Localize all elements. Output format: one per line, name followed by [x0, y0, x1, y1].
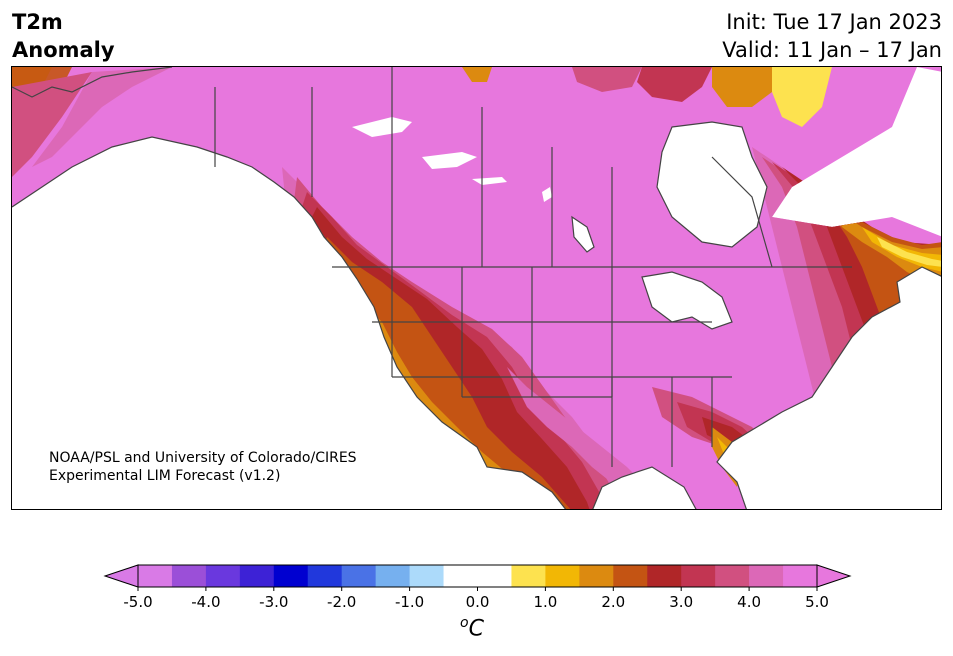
- colorbar-cell: [613, 565, 648, 587]
- colorbar: -5.0 -4.0 -3.0 -2.0 -1.0 0.0 1.0 2.0 3.0 4.0 5.0: [103, 564, 852, 611]
- colorbar-tick-label: -5.0: [123, 593, 152, 611]
- pacific-coast-north: [12, 136, 358, 280]
- alaska-north-coast: [12, 67, 173, 98]
- gulf-coast: [592, 466, 697, 509]
- title-block: T2m Anomaly: [12, 8, 115, 64]
- colorbar-tick-label: 5.0: [805, 593, 829, 611]
- colorbar-cell: [477, 565, 512, 587]
- map-panel: [11, 66, 942, 510]
- unit-degree: o: [460, 615, 469, 631]
- anomaly-fill: [12, 67, 941, 509]
- init-date: Init: Tue 17 Jan 2023: [726, 10, 942, 34]
- colorbar-tick-label: -2.0: [327, 593, 356, 611]
- colorbar-cell: [409, 565, 445, 587]
- credit-line-2: Experimental LIM Forecast (v1.2): [49, 468, 281, 484]
- hudson-bay-coast: [656, 121, 768, 248]
- great-bear-lake: [352, 117, 412, 137]
- colorbar-cell: [545, 565, 580, 587]
- colorbar-tick-label: -4.0: [191, 593, 220, 611]
- colorbar-cell: [239, 565, 275, 587]
- ocean-and-lakes: [352, 117, 767, 329]
- anomaly-map: [12, 67, 941, 509]
- colorbar-cell: [443, 565, 478, 587]
- colorbar-tick-label: 0.0: [466, 593, 490, 611]
- colorbar-tick-label: 2.0: [601, 593, 625, 611]
- credit-text: NOAA/PSL and University of Colorado/CIRE…: [49, 449, 357, 485]
- borders: [12, 67, 941, 509]
- colorbar-ticks: -5.0 -4.0 -3.0 -2.0 -1.0 0.0 1.0 2.0 3.0 4.0 5.0: [123, 587, 829, 611]
- border-qc-nl: [711, 156, 773, 268]
- colorbar-unit: oC: [460, 615, 484, 641]
- colorbar-tick-label: -3.0: [259, 593, 288, 611]
- lake-winnipeg-coast: [571, 215, 595, 253]
- colorbar-cell: [341, 565, 377, 587]
- colorbar-tick-label: 4.0: [737, 593, 761, 611]
- unit-celsius: C: [468, 616, 484, 642]
- credit-line-1: NOAA/PSL and University of Colorado/CIRE…: [49, 450, 357, 466]
- valid-dates: Valid: 11 Jan – 17 Jan: [722, 38, 942, 62]
- date-block: Init: Tue 17 Jan 2023 Valid: 11 Jan – 17…: [722, 8, 942, 64]
- colorbar-cell: [579, 565, 614, 587]
- colorbar-cell: [375, 565, 411, 587]
- colorbar-cell: [715, 565, 750, 587]
- colorbar-cell: [307, 565, 343, 587]
- western-us-anomaly: [282, 167, 662, 509]
- great-lakes-coast: [641, 271, 733, 330]
- colorbar-cell: [511, 565, 546, 587]
- colorbar-cell: [273, 565, 309, 587]
- colorbar-cell: [205, 565, 241, 587]
- reindeer-lake: [542, 187, 552, 202]
- colorbar-cell: [783, 565, 818, 587]
- arctic-anomaly: [462, 67, 832, 127]
- colorbar-extend-high: [816, 564, 852, 588]
- colorbar-cells: [103, 564, 852, 588]
- lake-athabasca: [472, 177, 507, 185]
- colorbar-cell: [681, 565, 716, 587]
- hudson-bay: [657, 122, 767, 247]
- colorbar-cell: [138, 565, 173, 587]
- colorbar-tick-label: 1.0: [533, 593, 557, 611]
- title-anomaly: Anomaly: [12, 38, 115, 62]
- lake-winnipeg: [572, 217, 594, 252]
- title-variable: T2m: [12, 10, 63, 34]
- colorbar-extend-low: [103, 564, 139, 588]
- colorbar-cell: [647, 565, 682, 587]
- atlantic-coast: [716, 266, 941, 509]
- great-slave-lake: [422, 152, 477, 169]
- colorbar-cell: [171, 565, 207, 587]
- great-lakes: [642, 272, 732, 329]
- colorbar-tick-label: -1.0: [395, 593, 424, 611]
- pacific-coast-south: [356, 278, 567, 509]
- colorbar-tick-label: 3.0: [669, 593, 693, 611]
- colorbar-cell: [749, 565, 784, 587]
- alaska-west-anomaly: [12, 67, 172, 227]
